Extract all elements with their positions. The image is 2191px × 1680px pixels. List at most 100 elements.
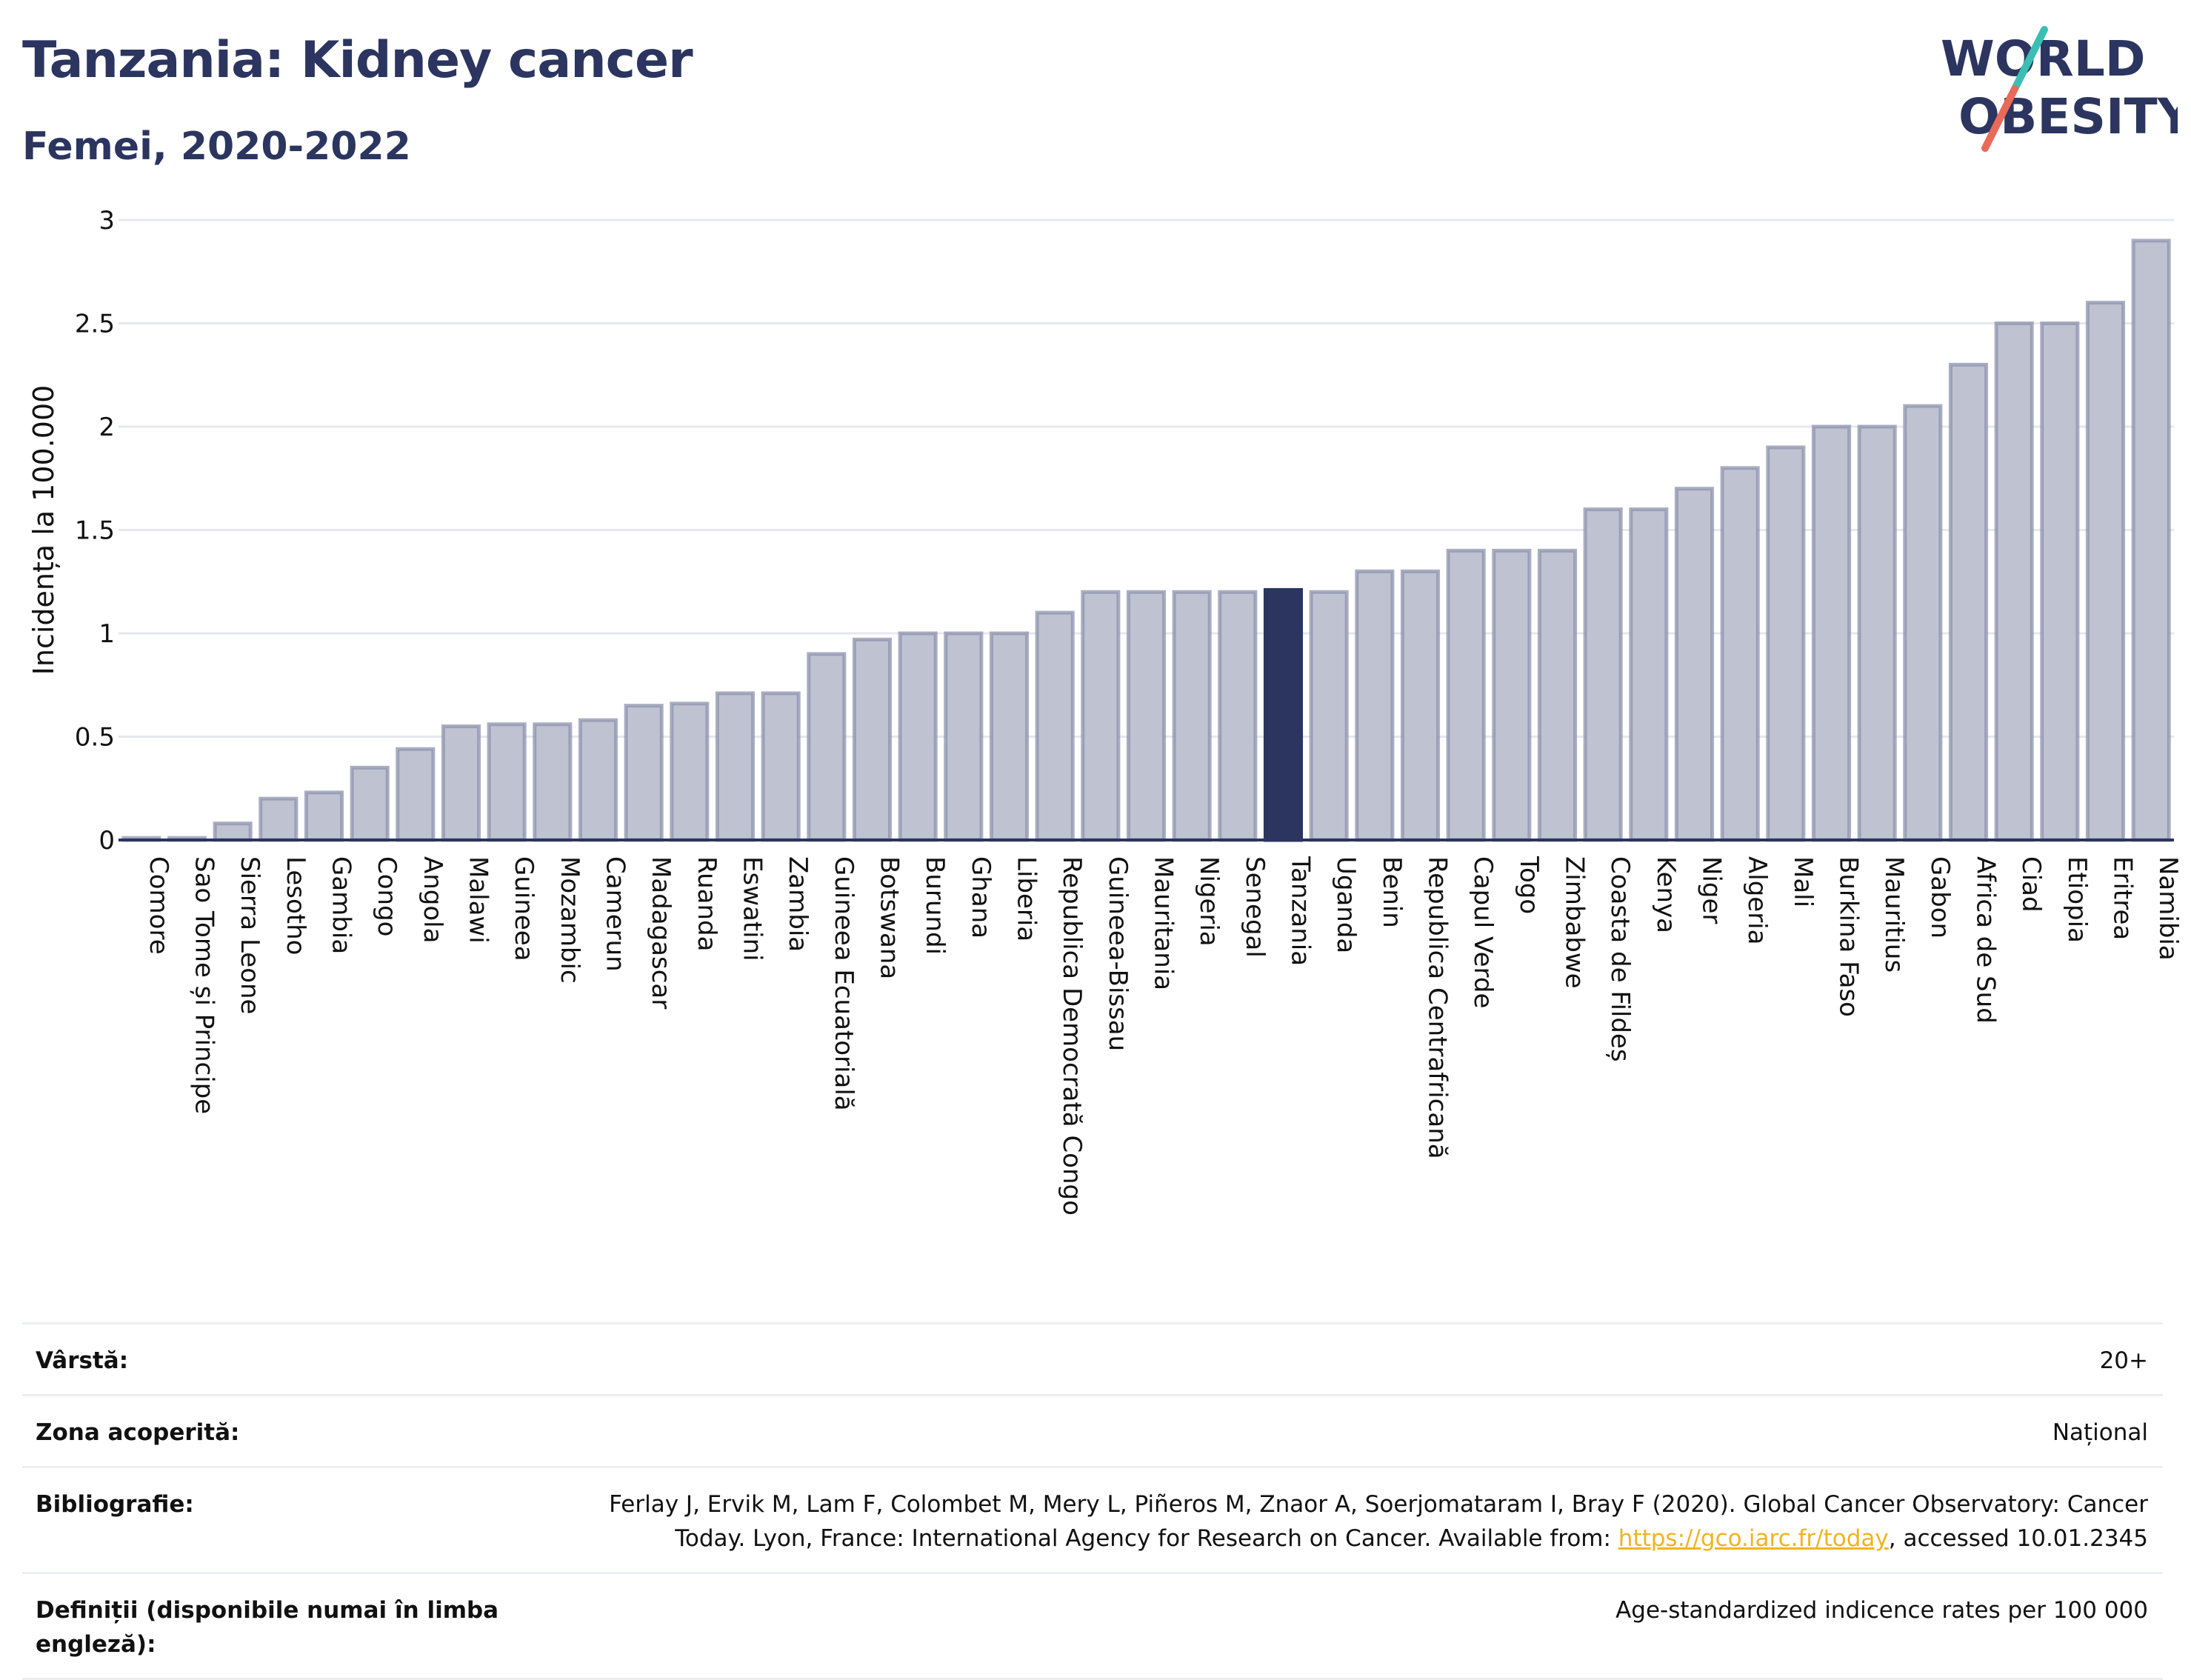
x-tick-label: Algeria (1742, 856, 1772, 944)
bar (1218, 590, 1258, 842)
y-tick-label: 0.5 (75, 723, 115, 753)
x-tick-label: Republica Centrafricană (1423, 856, 1453, 1159)
bar (1948, 362, 1989, 842)
x-tick-label: Ciad (2016, 856, 2046, 913)
bar (396, 747, 436, 842)
bar (259, 796, 299, 842)
bar (898, 631, 938, 842)
bar (1172, 590, 1212, 842)
age-label: Vârstă: (36, 1347, 129, 1374)
x-tick-label: Togo (1514, 856, 1544, 914)
meta-row-definitions: Definiții (disponibile numai în limba en… (22, 1572, 2163, 1680)
x-tick-label: Sierra Leone (235, 856, 264, 1014)
bibliography-line1: Ferlay J, Ervik M, Lam F, Colombet M, Me… (609, 1491, 2148, 1518)
y-tick-label: 1.5 (75, 516, 115, 546)
bibliography-line2-post: , accessed 10.01.2345 (1888, 1525, 2148, 1552)
bar (807, 652, 847, 842)
bibliography-value: Ferlay J, Ervik M, Lam F, Colombet M, Me… (510, 1487, 2148, 1556)
bar (1126, 590, 1167, 842)
x-tick-label: Tanzania (1286, 856, 1315, 966)
definitions-value: Age-standardized indicence rates per 100… (1615, 1597, 2148, 1624)
bar (761, 691, 801, 842)
bar (2040, 321, 2080, 842)
x-tick-label: Gambia (327, 856, 356, 954)
x-tick-label: Sao Tome și Principe (190, 856, 219, 1114)
bibliography-link[interactable]: https://gco.iarc.fr/today (1618, 1525, 1889, 1552)
bar (944, 631, 984, 842)
bar (1309, 590, 1349, 842)
x-tick-label: Eritrea (2108, 856, 2138, 940)
y-tick-label: 2.5 (75, 310, 115, 339)
bibliography-line2: Today. Lyon, France: International Agenc… (510, 1521, 2148, 1556)
bar (852, 637, 893, 842)
bar (1811, 424, 1852, 842)
x-tick-label: Guineea-Bissau (1103, 856, 1133, 1051)
bar (2131, 239, 2171, 842)
x-tick-label: Coasta de Fildeș (1605, 856, 1635, 1062)
bar (578, 718, 618, 842)
x-tick-label: Congo (372, 856, 401, 936)
x-tick-label: Etiopia (2062, 856, 2092, 943)
bar (715, 691, 756, 842)
x-tick-label: Botswana (875, 856, 904, 979)
x-tick-label: Liberia (1012, 856, 1041, 941)
x-axis-labels: Comore Sao Tome și Principe Sierra Leone Le… (144, 856, 2183, 1216)
bar (487, 722, 527, 842)
bar (1857, 424, 1897, 842)
x-tick-label: Zimbabwe (1560, 856, 1590, 989)
bar (1720, 466, 1760, 842)
y-tick-label: 1 (99, 619, 115, 649)
page-subtitle: Femei, 2020-2022 (22, 124, 411, 169)
x-tick-label: Angola (418, 856, 447, 943)
x-tick-label: Uganda (1331, 856, 1361, 953)
bar (1446, 548, 1486, 842)
x-tick-label: Madagascar (646, 856, 676, 1009)
bar (533, 722, 573, 842)
x-tick-label: Nigeria (1194, 856, 1224, 947)
bar (1537, 548, 1578, 842)
x-tick-label: Mozambic (555, 856, 584, 984)
x-tick-label: Eswatini (738, 856, 767, 961)
x-tick-label: Mauritius (1879, 856, 1909, 973)
bar (1766, 445, 1806, 842)
bar (350, 765, 390, 842)
page-title: Tanzania: Kidney cancer (22, 31, 693, 90)
x-tick-label: Africa de Sud (1971, 856, 2001, 1024)
bar (1583, 507, 1623, 842)
bar (1400, 569, 1441, 842)
x-tick-label: Comore (144, 856, 173, 955)
bar (1994, 321, 2034, 842)
bar (989, 631, 1030, 842)
x-tick-label: Burundi (920, 856, 950, 955)
bibliography-label: Bibliografie: (36, 1491, 194, 1518)
bar (1355, 569, 1395, 842)
x-tick-label: Kenya (1651, 856, 1681, 933)
x-tick-label: Guineea Ecuatorială (829, 856, 858, 1111)
bar (304, 790, 344, 842)
x-tick-label: Ghana (966, 856, 996, 939)
y-tick-label: 2 (99, 413, 115, 442)
meta-row-bibliography: Bibliografie: Ferlay J, Ervik M, Lam F, … (22, 1466, 2163, 1572)
bar (1081, 590, 1121, 842)
x-tick-label: Lesotho (281, 856, 310, 955)
x-tick-label: Ruanda (692, 856, 721, 951)
y-axis-label: Incidența la 100.000 (27, 385, 60, 676)
bar (213, 821, 253, 842)
bar (1492, 548, 1532, 842)
bar (1263, 587, 1304, 842)
bar (1674, 487, 1715, 842)
bar-chart: 0 0.5 1 1.5 2 2.5 3 Comore Sao Tome și Principe… (27, 206, 2183, 1216)
bars (121, 239, 2171, 842)
x-tick-label: Niger (1697, 856, 1727, 924)
y-tick-label: 0 (99, 826, 115, 856)
definitions-label: Definiții (disponibile numai în limba en… (36, 1597, 499, 1658)
y-tick-label: 3 (99, 206, 115, 236)
x-tick-label: Burkina Faso (1834, 856, 1864, 1017)
y-axis-ticks: 0 0.5 1 1.5 2 2.5 3 (75, 206, 115, 856)
world-obesity-logo: WORLD OBESITY (1941, 26, 2178, 152)
x-tick-label: Benin (1377, 856, 1407, 928)
bar (670, 701, 710, 842)
bibliography-line2-pre: Today. Lyon, France: International Agenc… (675, 1525, 1618, 1552)
x-tick-label: Namibia (2153, 856, 2183, 961)
bar (1903, 404, 1943, 842)
